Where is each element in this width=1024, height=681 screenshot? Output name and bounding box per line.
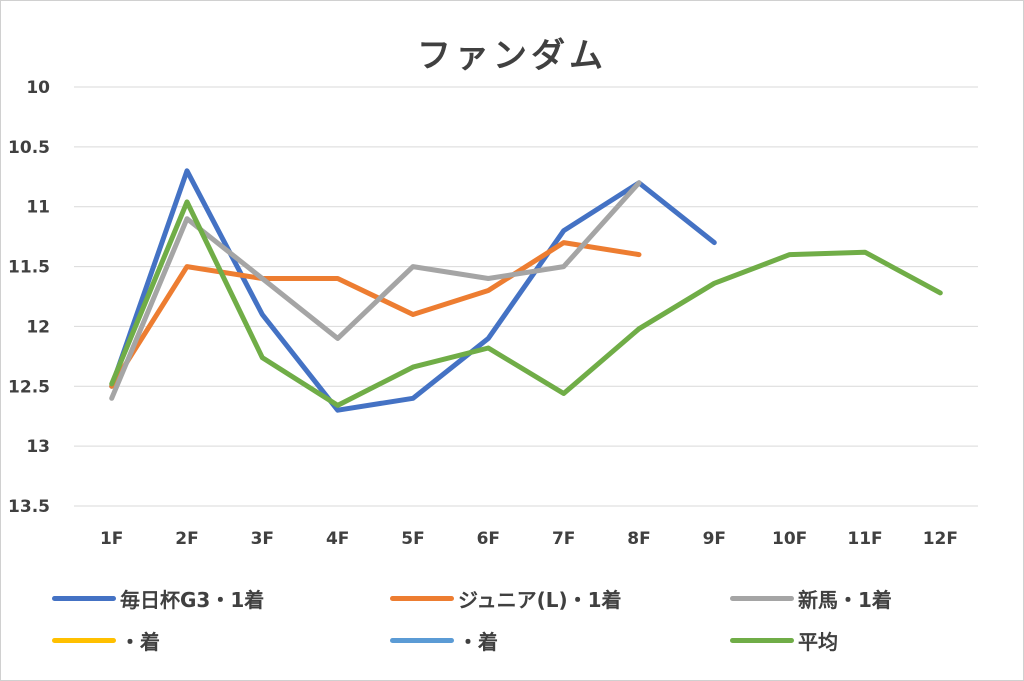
series-line-5 — [109, 199, 943, 408]
x-tick-label: 3F — [251, 529, 274, 549]
x-tick-label: 8F — [627, 529, 650, 549]
x-tick-label: 7F — [552, 529, 575, 549]
x-tick-label: 10F — [772, 529, 807, 549]
x-tick-label: 11F — [847, 529, 882, 549]
series-line-1 — [109, 240, 642, 389]
y-tick-label: 11.5 — [8, 258, 50, 278]
y-tick-label: 10.5 — [8, 138, 50, 158]
x-tick-label: 4F — [326, 529, 349, 549]
y-tick-label: 13.5 — [8, 497, 50, 517]
x-tick-label: 12F — [923, 529, 958, 549]
chart-title: ファンダム — [417, 36, 607, 76]
y-tick-label: 12 — [26, 317, 50, 337]
x-tick-label: 9F — [703, 529, 726, 549]
x-tick-label: 5F — [401, 529, 424, 549]
x-tick-label: 1F — [100, 529, 123, 549]
x-tick-label: 2F — [175, 529, 198, 549]
y-tick-label: 12.5 — [8, 377, 50, 397]
y-tick-label: 10 — [26, 78, 50, 98]
y-tick-label: 13 — [26, 437, 50, 457]
x-tick-label: 6F — [477, 529, 500, 549]
series-line-0 — [109, 168, 717, 413]
y-tick-label: 11 — [26, 198, 50, 218]
